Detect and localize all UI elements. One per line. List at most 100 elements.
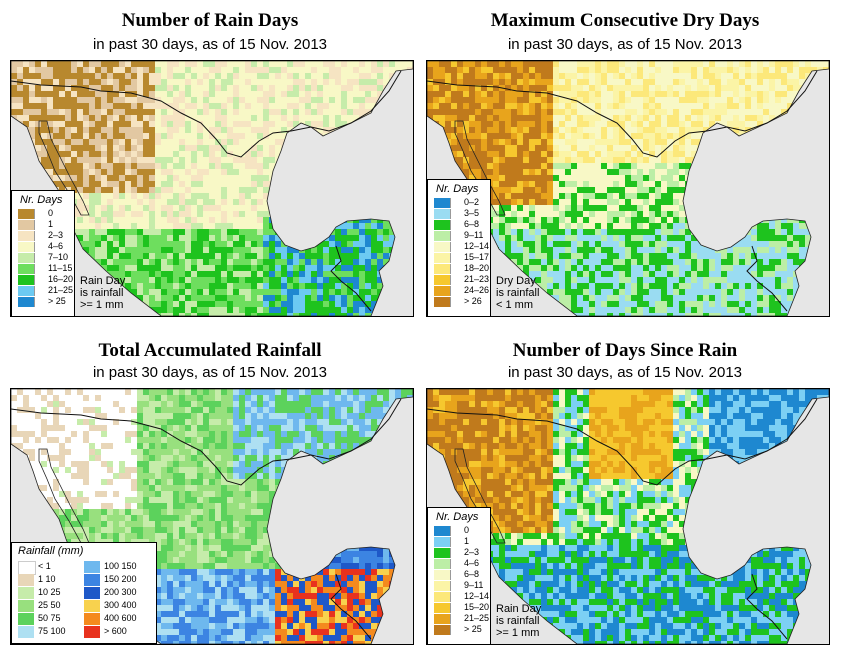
legend-label: 15–20 xyxy=(464,602,490,612)
legend-row: 18–20 xyxy=(428,263,490,274)
note-line: is rainfall xyxy=(496,615,540,627)
legend-swatch xyxy=(434,220,451,230)
legend-swatch xyxy=(434,570,451,580)
country-border xyxy=(330,245,372,312)
coastline xyxy=(11,389,413,644)
panel-1-title: Number of Rain Days xyxy=(121,10,299,31)
legend-swatch xyxy=(18,297,35,307)
legend-label: 21–25 xyxy=(464,613,490,623)
legend-swatch xyxy=(84,613,100,625)
legend-swatch xyxy=(434,592,451,602)
legend-label: 24–26 xyxy=(464,285,490,295)
legend-swatch xyxy=(434,537,451,547)
legend-label: 1 10 xyxy=(38,574,56,584)
panel-3-subtitle: in past 30 days, as of 15 Nov. 2013 xyxy=(92,364,328,381)
legend-row: 1 xyxy=(12,219,74,230)
dry-days-map xyxy=(426,60,830,317)
coastline xyxy=(454,120,506,216)
legend-swatch xyxy=(434,286,451,296)
legend-swatch xyxy=(18,626,34,638)
legend-label: 15–17 xyxy=(464,252,490,262)
legend-label: 200 300 xyxy=(104,587,137,597)
legend-row: 16–20 xyxy=(12,274,74,285)
legend-row: 6–8 xyxy=(428,219,490,230)
legend-label: 12–14 xyxy=(464,241,490,251)
coastline xyxy=(454,448,506,544)
legend-row: 12–14 xyxy=(428,241,490,252)
legend-label: 6–8 xyxy=(464,569,480,579)
note-line: Rain Day xyxy=(80,275,126,287)
note-line: Rain Day xyxy=(496,603,542,615)
legend-label: 50 75 xyxy=(38,613,61,623)
legend-row: 21–25 xyxy=(12,285,74,296)
legend-label: 300 400 xyxy=(104,600,137,610)
country-border xyxy=(11,398,402,486)
coastline xyxy=(38,120,90,216)
legend-swatch xyxy=(434,297,451,307)
legend-label: 3–5 xyxy=(464,208,480,218)
legend-row: > 25 xyxy=(428,624,490,635)
legend-swatch xyxy=(18,220,35,230)
legend-row: 15–17 xyxy=(428,252,490,263)
legend-row: 2–3 xyxy=(12,230,74,241)
legend-row: 7–10 xyxy=(12,252,74,263)
panel-4-subtitle: in past 30 days, as of 15 Nov. 2013 xyxy=(507,364,743,381)
legend-label: 2–3 xyxy=(464,547,480,557)
note-line: is rainfall xyxy=(496,287,540,299)
legend-row: 9–11 xyxy=(428,580,490,591)
legend-row: 21–25 xyxy=(428,613,490,624)
legend-swatch xyxy=(434,548,451,558)
legend-swatch xyxy=(18,600,34,612)
legend-swatch xyxy=(18,587,34,599)
legend-label: 75 100 xyxy=(38,626,66,636)
legend-note: Dry Day is rainfall < 1 mm xyxy=(496,275,539,311)
note-line: >= 1 mm xyxy=(496,627,540,639)
legend-label: 18–20 xyxy=(464,263,490,273)
legend-note: Rain Day is rainfall >= 1 mm xyxy=(496,603,541,639)
legend-row: > 26 xyxy=(428,296,490,307)
country-border xyxy=(746,245,788,312)
legend-swatch xyxy=(18,286,35,296)
legend-label: 25 50 xyxy=(38,600,61,610)
legend-panel-2: Nr. Days 0–2 3–5 6–8 9–11 12–14 15–17 18–20 21–2… xyxy=(427,179,491,317)
legend-title: Rainfall (mm) xyxy=(18,545,84,557)
legend-swatch xyxy=(18,275,35,285)
legend-label: 2–3 xyxy=(48,230,64,240)
legend-label: 6–8 xyxy=(464,219,480,229)
legend-row: 9–11 xyxy=(428,230,490,241)
legend-swatch xyxy=(434,209,451,219)
legend-row: 21–23 xyxy=(428,274,490,285)
legend-label: 400 600 xyxy=(104,613,137,623)
legend-note: Rain Day is rainfall >= 1 mm xyxy=(80,275,125,311)
legend-title: Nr. Days xyxy=(20,194,63,206)
map-canvas xyxy=(11,61,413,316)
country-border xyxy=(746,573,788,640)
legend-swatch xyxy=(18,209,35,219)
legend-swatch xyxy=(434,253,451,263)
legend-label: 11–15 xyxy=(48,263,73,273)
legend-swatch xyxy=(84,587,100,599)
legend-label: 9–11 xyxy=(464,580,484,590)
legend-row: 0 xyxy=(428,525,490,536)
legend-swatch xyxy=(434,198,451,208)
map-canvas xyxy=(427,61,829,316)
legend-label: 4–6 xyxy=(464,558,480,568)
legend-row: 2–3 xyxy=(428,547,490,558)
legend-label: 4–6 xyxy=(48,241,64,251)
legend-swatch xyxy=(434,275,451,285)
legend-row: 11–15 xyxy=(12,263,74,274)
legend-swatch xyxy=(434,614,451,624)
legend-label: 1 xyxy=(464,536,470,546)
legend-row: 24–26 xyxy=(428,285,490,296)
legend-swatch xyxy=(434,603,451,613)
legend-row: 15–20 xyxy=(428,602,490,613)
legend-label: 21–25 xyxy=(48,285,74,295)
legend-label: 100 150 xyxy=(104,561,137,571)
days-since-rain-map xyxy=(426,388,830,645)
legend-label: 9–11 xyxy=(464,230,484,240)
note-line: Dry Day xyxy=(496,275,536,287)
legend-label: 10 25 xyxy=(38,587,61,597)
legend-row: 6–8 xyxy=(428,569,490,580)
legend-swatch xyxy=(434,264,451,274)
legend-label: 150 200 xyxy=(104,574,137,584)
